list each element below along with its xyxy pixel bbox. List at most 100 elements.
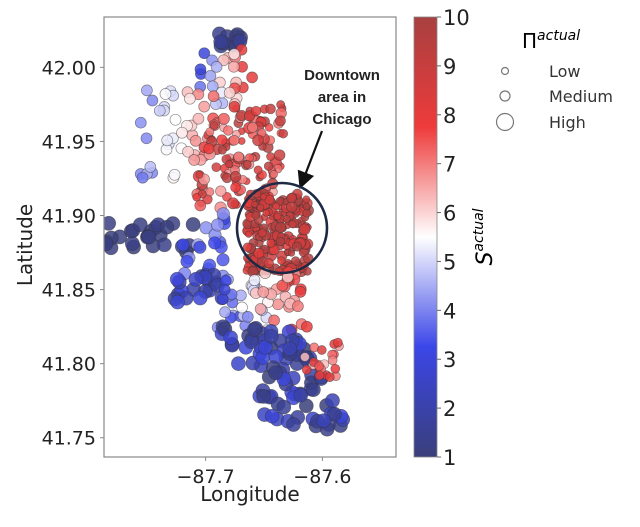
data-point	[282, 215, 291, 223]
data-point	[263, 257, 274, 269]
data-point	[144, 161, 157, 173]
data-point	[314, 361, 324, 372]
data-point	[210, 61, 223, 73]
data-point	[330, 363, 341, 374]
data-point	[314, 370, 325, 381]
data-point	[269, 170, 278, 179]
data-point	[324, 372, 335, 382]
data-point	[132, 217, 148, 233]
data-point	[276, 399, 292, 415]
data-point	[257, 286, 270, 298]
x-axis-label: Longitude	[200, 482, 299, 506]
y-tick-label: 41.80	[42, 354, 96, 376]
data-point	[153, 104, 166, 117]
data-point	[205, 127, 215, 137]
data-point	[251, 211, 261, 220]
data-point	[205, 187, 215, 197]
data-point	[228, 100, 241, 113]
data-point	[211, 218, 225, 232]
data-point	[194, 199, 207, 212]
data-point	[233, 151, 245, 163]
colorbar-tick-label: 7	[443, 153, 456, 177]
data-point	[198, 47, 211, 60]
data-point	[292, 241, 303, 252]
data-point	[266, 238, 276, 248]
legend-label-low: Low	[549, 62, 581, 81]
y-tick-label: 41.90	[42, 206, 96, 228]
data-point	[227, 60, 240, 73]
colorbar-tick-label: 9	[443, 55, 456, 79]
data-point	[273, 212, 282, 221]
data-point	[277, 256, 286, 265]
data-point	[325, 393, 340, 408]
data-point	[216, 134, 228, 146]
downtown-circle	[235, 181, 329, 275]
data-point	[274, 115, 286, 127]
data-point	[176, 238, 190, 252]
data-point	[278, 128, 289, 139]
data-point	[217, 145, 228, 155]
data-point	[184, 92, 196, 105]
legend-label-high: High	[549, 113, 586, 132]
data-point	[159, 219, 175, 235]
annotation-arrow	[297, 130, 324, 190]
data-point	[286, 192, 297, 204]
colorbar-gradient	[413, 16, 438, 458]
annotation-line-3: Chicago	[312, 111, 371, 128]
data-point	[207, 90, 220, 103]
colorbar-tick-label: 5	[443, 250, 456, 274]
data-point	[182, 145, 194, 158]
y-axis-label: Latitude	[13, 204, 37, 286]
data-point	[168, 168, 181, 181]
data-point	[268, 365, 283, 381]
data-point	[208, 236, 222, 250]
colorbar-ticks: 1 2 3 4 5 6 7 8 9 10	[437, 6, 470, 470]
data-point	[216, 207, 230, 221]
data-point	[188, 271, 204, 287]
colorbar-tick-label: 10	[443, 6, 470, 30]
data-point	[301, 364, 312, 375]
colorbar-tick-label: 2	[443, 397, 456, 421]
data-point	[216, 293, 229, 305]
data-point	[302, 202, 311, 211]
data-point	[209, 120, 219, 130]
data-point	[146, 94, 159, 107]
colorbar-tick-label: 6	[443, 202, 456, 226]
data-point	[246, 71, 258, 84]
size-legend-title-main: Π	[522, 29, 537, 53]
data-point	[141, 84, 153, 97]
data-point	[275, 236, 286, 247]
data-point	[288, 220, 297, 229]
legend-marker-high	[495, 112, 515, 132]
data-point	[272, 202, 281, 211]
legend-marker-medium	[499, 90, 511, 102]
data-point	[188, 154, 200, 166]
data-point	[263, 161, 274, 171]
annotation-line-2: area in	[318, 89, 366, 106]
data-point	[245, 230, 253, 238]
data-point	[136, 171, 149, 184]
colorbar-tick-label: 1	[443, 446, 456, 470]
data-point	[213, 34, 229, 50]
data-point	[192, 112, 205, 125]
legend-label-medium: Medium	[549, 87, 613, 106]
data-point	[192, 290, 208, 306]
data-point	[302, 208, 312, 218]
data-point	[230, 182, 241, 193]
data-point	[124, 236, 140, 251]
data-point	[242, 242, 253, 252]
colorbar-tick-label: 4	[443, 299, 456, 323]
data-point	[157, 237, 172, 253]
data-point	[223, 86, 236, 99]
size-legend: Πactual Low Medium High	[495, 28, 613, 132]
colorbar-tick-label: 8	[443, 104, 456, 128]
x-axis: −87.7 −87.6	[176, 457, 352, 488]
data-point	[244, 334, 259, 350]
data-point	[266, 152, 275, 161]
data-point	[180, 254, 194, 269]
data-point	[327, 355, 338, 366]
data-point	[294, 286, 307, 298]
annotation-line-1: Downtown	[304, 67, 380, 84]
data-point	[236, 301, 248, 314]
